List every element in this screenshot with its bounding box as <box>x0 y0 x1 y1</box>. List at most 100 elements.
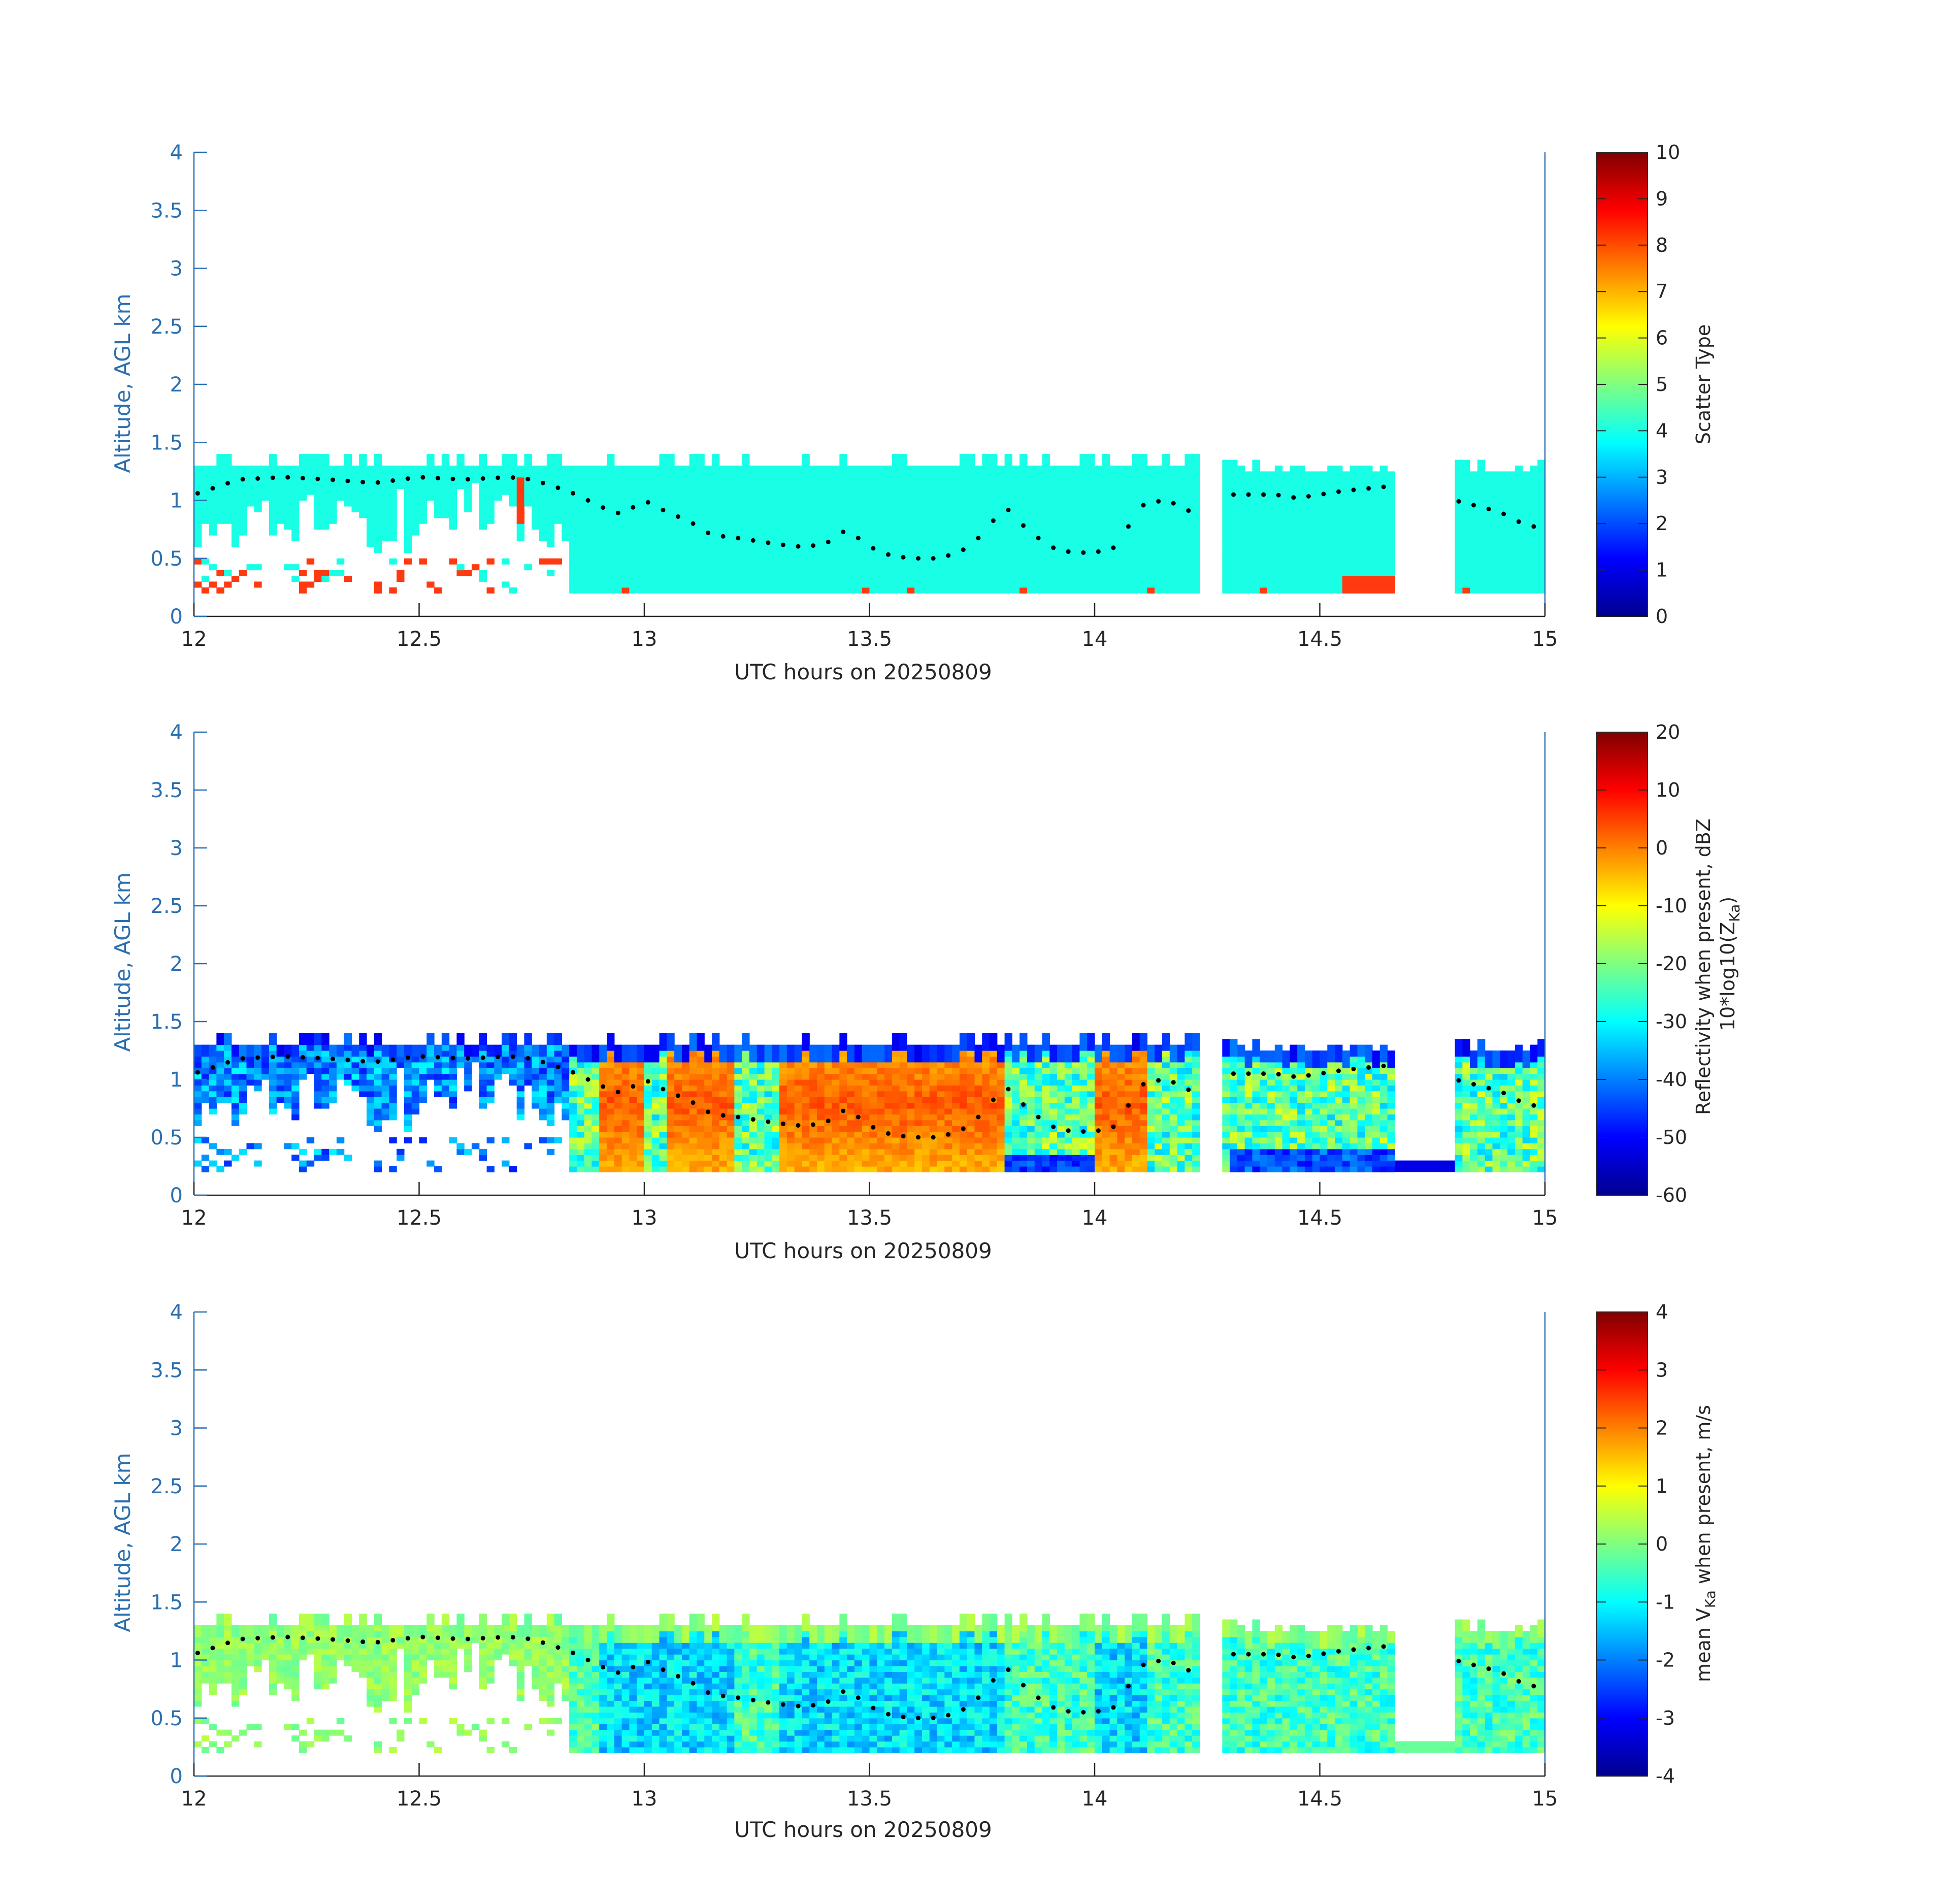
heatmap-cell <box>1034 506 1043 512</box>
heatmap-cell <box>749 523 758 530</box>
heatmap-cell <box>381 1097 389 1103</box>
heatmap-cell <box>276 1091 284 1097</box>
heatmap-cell <box>697 500 705 507</box>
heatmap-cell <box>1222 564 1230 571</box>
heatmap-cell <box>524 488 532 495</box>
heatmap-cell <box>877 1148 885 1155</box>
heatmap-cell <box>667 1051 675 1057</box>
heatmap-cell <box>299 459 307 466</box>
colorbar-tick-label: 9 <box>1656 187 1668 210</box>
heatmap-cell <box>291 477 300 483</box>
heatmap-cell <box>892 483 900 489</box>
heatmap-cell <box>644 529 652 536</box>
heatmap-cell <box>1244 495 1253 501</box>
heatmap-cell <box>1184 477 1193 483</box>
heatmap-cell <box>749 1155 758 1161</box>
heatmap-cell <box>1274 512 1283 518</box>
heatmap-cell <box>532 483 540 489</box>
heatmap-cell <box>697 1148 705 1155</box>
heatmap-cell <box>562 465 570 472</box>
heatmap-cell <box>1177 570 1185 576</box>
heatmap-cell <box>847 576 855 582</box>
heatmap-cell <box>231 1056 240 1063</box>
heatmap-cell <box>1492 495 1500 501</box>
heatmap-cell <box>847 1079 855 1086</box>
heatmap-cell <box>1515 558 1523 565</box>
heatmap-cell <box>1064 465 1073 472</box>
heatmap-cell <box>742 576 750 582</box>
heatmap-cell <box>869 535 877 542</box>
heatmap-cell <box>329 1062 337 1068</box>
heatmap-cell <box>194 1044 202 1051</box>
heatmap-cell <box>1132 488 1140 495</box>
heatmap-cell <box>306 1160 315 1167</box>
heatmap-cell <box>1282 512 1290 518</box>
heatmap-cell <box>621 483 630 489</box>
heatmap-cell <box>1244 523 1253 530</box>
heatmap-cell <box>419 488 427 495</box>
heatmap-cell <box>982 546 990 553</box>
heatmap-cell <box>479 1073 487 1080</box>
y-tick-label: 4 <box>170 141 183 165</box>
heatmap-cell <box>847 541 855 547</box>
heatmap-cell <box>1230 506 1238 512</box>
heatmap-cell <box>336 1148 345 1155</box>
heatmap-cell <box>216 1073 224 1080</box>
heatmap-cell <box>449 488 457 495</box>
heatmap-cell <box>907 558 915 565</box>
heatmap-cell <box>1349 500 1358 507</box>
heatmap-cell <box>824 1102 833 1109</box>
heatmap-cell <box>839 1056 847 1063</box>
heatmap-cell <box>1132 558 1140 565</box>
heatmap-cell <box>1320 552 1328 559</box>
heatmap-cell <box>1117 558 1125 565</box>
heatmap-cell <box>464 1051 472 1057</box>
heatmap-cell <box>727 558 735 565</box>
heatmap-cell <box>554 1033 562 1039</box>
heatmap-cell <box>209 1085 217 1092</box>
heatmap-cell <box>471 477 480 483</box>
heatmap-cell <box>1102 587 1110 594</box>
heatmap-cell <box>441 512 450 518</box>
heatmap-cell <box>997 546 1005 553</box>
heatmap-cell <box>756 570 765 576</box>
heatmap-cell <box>832 506 840 512</box>
heatmap-cell <box>569 506 577 512</box>
heatmap-cell <box>907 512 915 518</box>
heatmap-cell <box>742 1062 750 1068</box>
heatmap-cell <box>209 1051 217 1057</box>
heatmap-cell <box>224 1073 232 1080</box>
heatmap-cell <box>742 581 750 588</box>
heatmap-cell <box>937 581 945 588</box>
heatmap-cell <box>1312 506 1321 512</box>
heatmap-cell <box>659 500 667 507</box>
heatmap-cell <box>299 1166 307 1172</box>
heatmap-cell <box>1012 581 1020 588</box>
heatmap-cell <box>1222 535 1230 542</box>
heatmap-cell <box>689 1033 698 1039</box>
heatmap-cell <box>231 471 240 478</box>
heatmap-cell <box>329 506 337 512</box>
heatmap-cell <box>764 1044 772 1051</box>
heatmap-cell <box>824 1068 833 1074</box>
heatmap-cell <box>1274 558 1283 565</box>
heatmap-cell <box>1485 500 1493 507</box>
heatmap-cell <box>1477 488 1486 495</box>
heatmap-cell <box>479 1044 487 1051</box>
heatmap-cell <box>1522 541 1531 547</box>
heatmap-cell <box>667 1039 675 1045</box>
heatmap-cell <box>997 581 1005 588</box>
heatmap-cell <box>554 454 562 461</box>
heatmap-cell <box>1049 576 1058 582</box>
heatmap-cell <box>982 506 990 512</box>
heatmap-cell <box>697 1108 705 1114</box>
heatmap-cell <box>1027 483 1035 489</box>
heatmap-cell <box>479 517 487 524</box>
heatmap-cell <box>1515 552 1523 559</box>
heatmap-cell <box>554 465 562 472</box>
heatmap-cell <box>291 576 300 582</box>
heatmap-cell <box>862 1091 870 1097</box>
heatmap-cell <box>756 1079 765 1086</box>
heatmap-cell <box>1102 483 1110 489</box>
heatmap-cell <box>921 495 930 501</box>
